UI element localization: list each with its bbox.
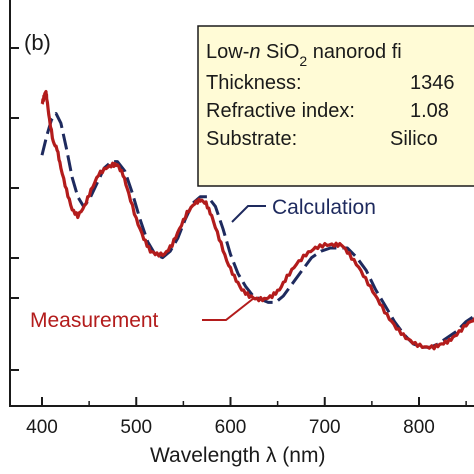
x-ticks: 400 500 600 700 800 [26, 397, 467, 438]
y-ticks [10, 47, 19, 371]
info-refractive-label: Refractive index: [206, 100, 355, 122]
calculation-label: Calculation [272, 196, 376, 219]
measurement-annotation: Measurement [30, 297, 255, 332]
x-tick-label-700: 700 [309, 417, 341, 438]
info-refractive-value: 1.08 [410, 100, 449, 122]
info-box-background [197, 25, 474, 187]
info-thickness-label: Thickness: [206, 72, 302, 94]
info-thickness-value: 1346 [410, 72, 455, 94]
measurement-leader-line [202, 297, 255, 321]
x-tick-label-400: 400 [26, 417, 58, 438]
panel-label: (b) [24, 30, 51, 55]
info-box: Low-n SiO2 nanorod fi Thickness: 1346 Re… [197, 25, 474, 187]
series-line-measurement [40, 90, 474, 351]
info-substrate-value: Silico [390, 128, 438, 150]
series-layer [40, 90, 474, 351]
calculation-leader-line [231, 205, 266, 223]
measurement-label: Measurement [30, 309, 159, 332]
x-axis-title: Wavelength λ (nm) [150, 444, 325, 467]
x-tick-label-600: 600 [215, 417, 247, 438]
info-substrate-label: Substrate: [206, 128, 297, 150]
x-tick-label-800: 800 [403, 417, 435, 438]
x-tick-label-500: 500 [120, 417, 152, 438]
info-title: Low-n SiO2 nanorod fi [206, 41, 402, 69]
calculation-annotation: Calculation [231, 196, 376, 223]
